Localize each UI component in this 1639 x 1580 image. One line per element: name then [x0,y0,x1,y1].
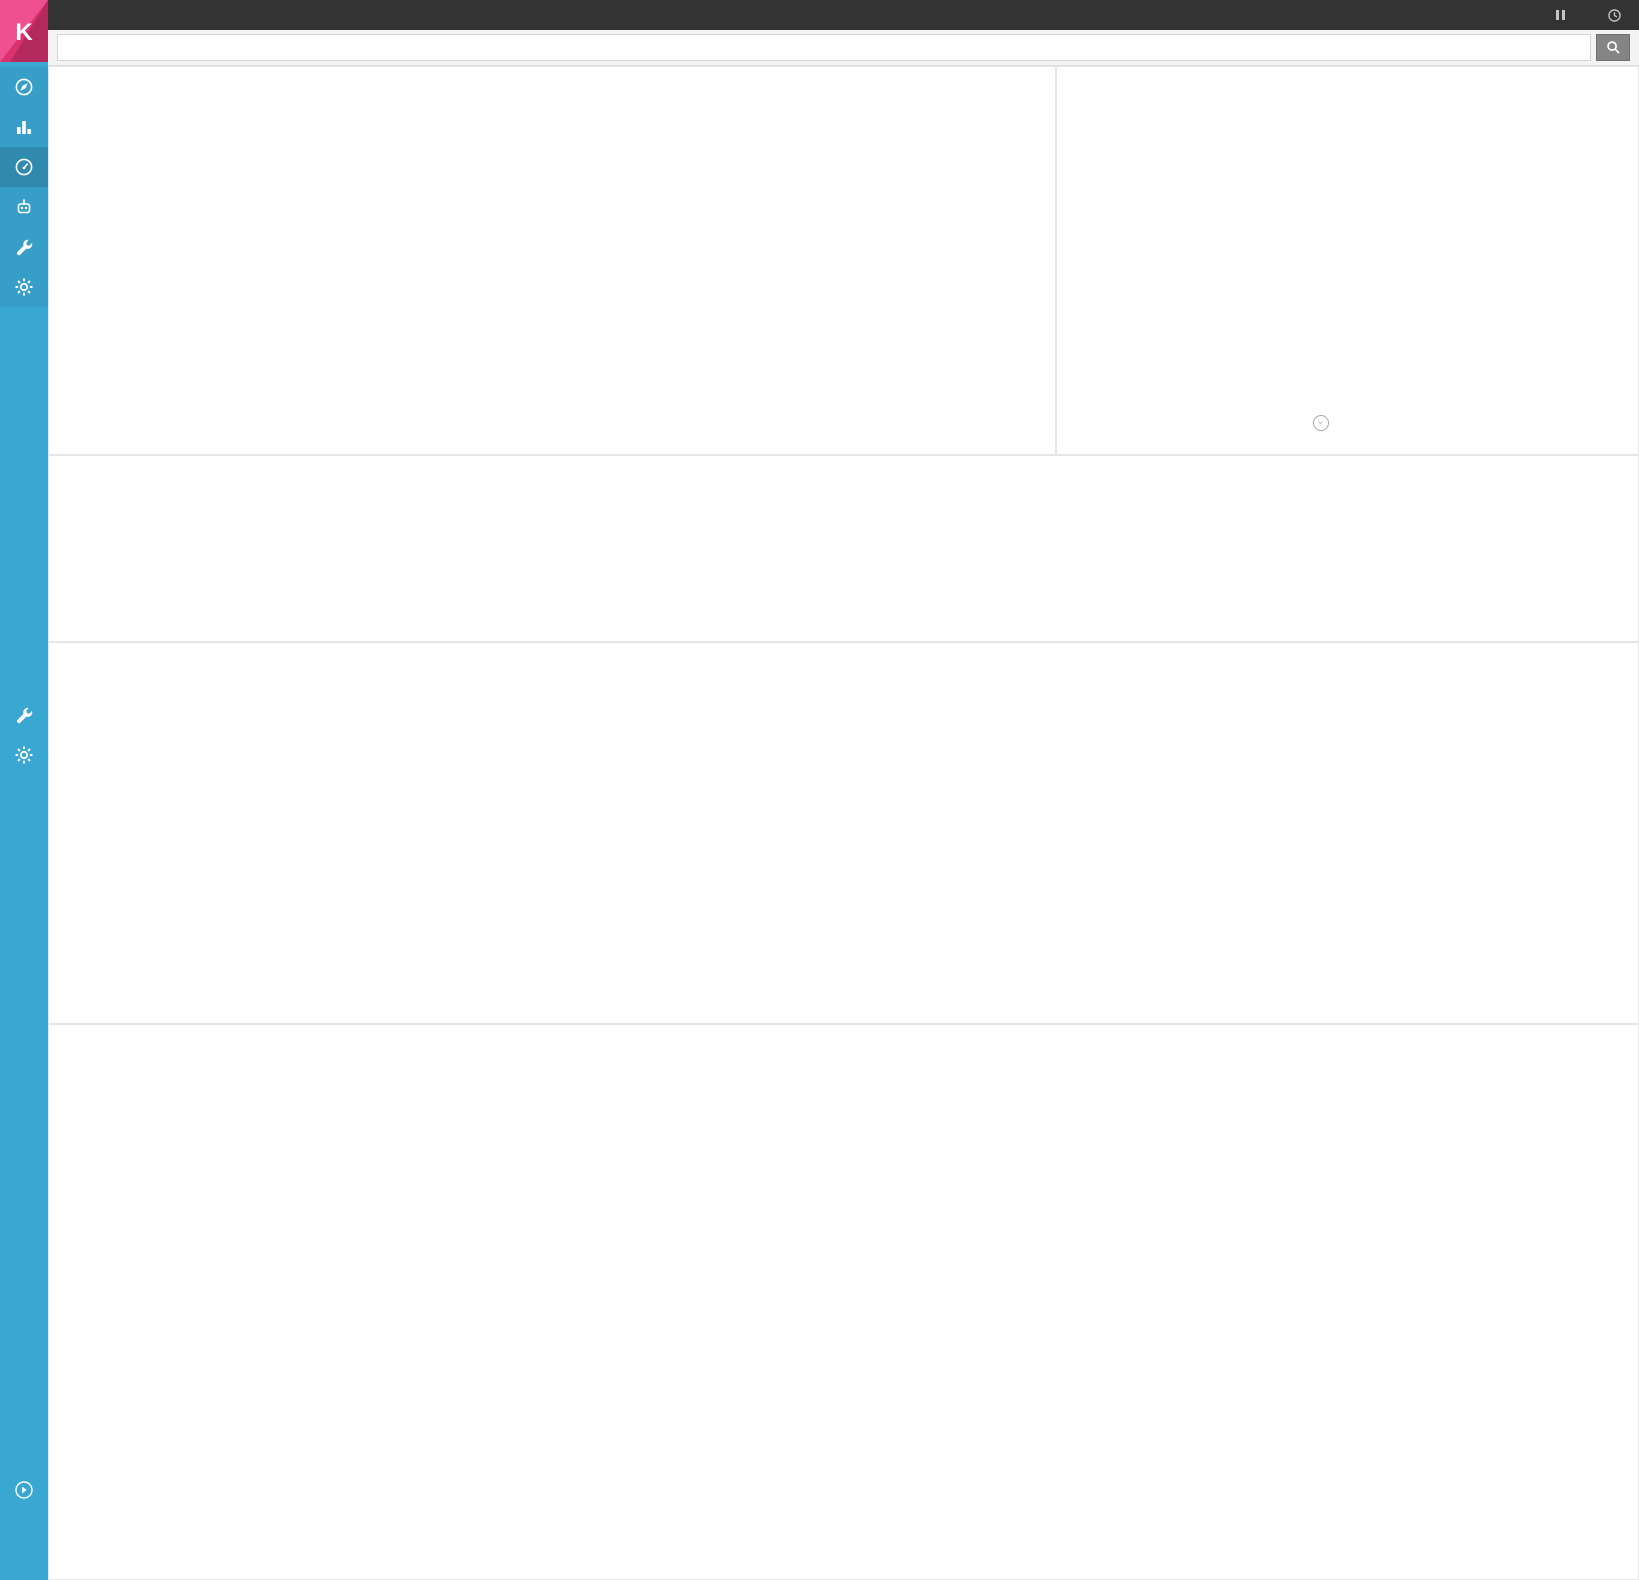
kibana-logo[interactable]: K [0,0,48,62]
dashboard-gauge-icon [15,158,33,176]
chevron-down-icon: › [1315,420,1327,425]
robot-icon [17,199,31,214]
nav-menu [1532,8,1639,22]
search-button[interactable] [1596,34,1630,61]
sidebar-item-visualize[interactable] [0,107,48,147]
pause-button[interactable] [1552,10,1568,20]
sidebar-collapse-button[interactable] [0,1470,48,1510]
wrench-icon [16,239,33,256]
collapse-arrow-icon [15,1481,33,1499]
svg-text:K: K [15,19,33,46]
dashboard-grid: › [48,66,1639,1580]
sidebar-item-discover[interactable] [0,67,48,107]
monitors-status-pie-chart[interactable] [1171,103,1471,403]
wrench-icon [16,707,33,724]
sidebar-item-timelion[interactable] [0,187,48,227]
panel-http-monitors [48,66,1056,455]
gear-icon [15,746,33,764]
compass-icon [15,78,33,96]
legend-collapse-button[interactable]: › [1313,415,1329,431]
sidebar-item-dev-tools[interactable] [0,227,48,267]
clock-icon [1608,8,1621,22]
panel-http-up-status [48,455,1639,642]
search-icon [1606,41,1620,54]
top-navbar [48,0,1639,30]
query-bar [48,30,1639,66]
sidebar-item-tools[interactable] [0,695,48,735]
sidebar: K [0,0,48,1580]
panel-http-duration-heatmap [48,1024,1639,1580]
sidebar-app-group [0,67,48,307]
sidebar-collapse-group [0,1470,48,1510]
panel-http-monitors-status: › [1056,66,1639,455]
query-input[interactable] [57,34,1591,61]
sidebar-item-management[interactable] [0,267,48,307]
sidebar-item-dashboard[interactable] [0,147,48,187]
gear-icon [15,278,33,296]
sidebar-item-settings[interactable] [0,735,48,775]
bar-chart-icon [17,121,31,134]
sidebar-tool-group [0,695,48,775]
panel-http-ping-times [48,642,1639,1024]
timepicker-button[interactable] [1608,8,1627,22]
